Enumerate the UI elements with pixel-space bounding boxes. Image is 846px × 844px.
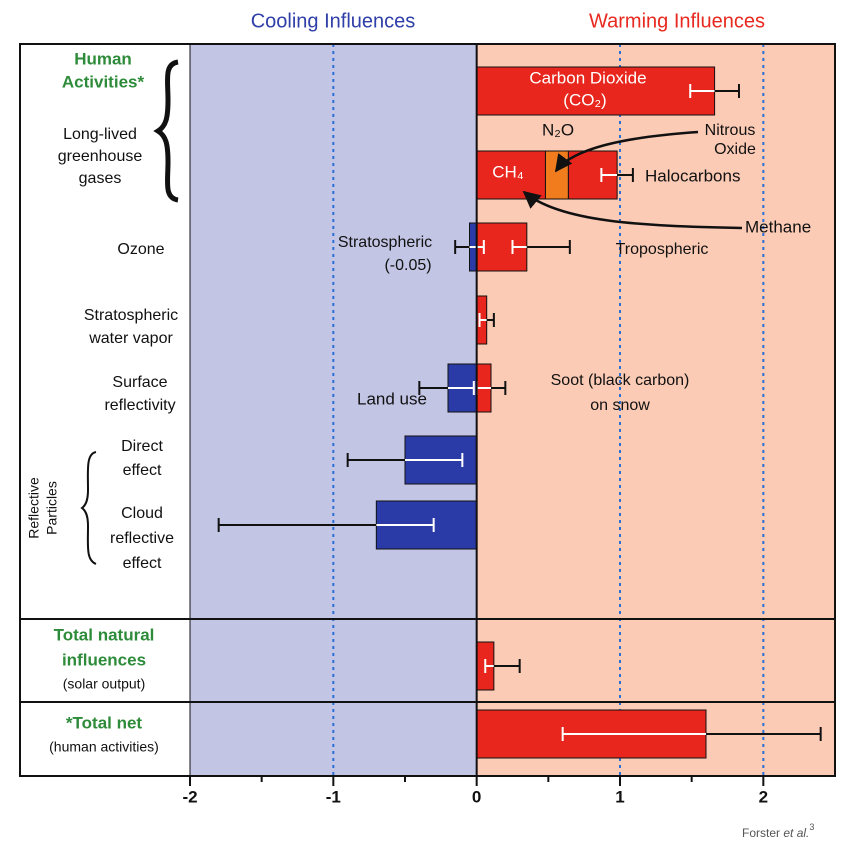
annotation: Land use <box>357 389 427 408</box>
annotation: Nitrous <box>705 122 756 139</box>
row-label: *Total net <box>66 713 143 732</box>
row-label: influences <box>62 650 146 669</box>
source: Forster et al.3 <box>742 822 814 840</box>
annotation: Oxide <box>714 141 756 158</box>
row-sublabel: (solar output) <box>63 676 145 692</box>
row-label: reflective <box>110 530 174 547</box>
row-label: effect <box>123 555 162 572</box>
annotation: CH₄ <box>492 162 524 181</box>
source-author: Forster <box>742 826 780 840</box>
annotation: Methane <box>745 217 811 236</box>
cooling-title: Cooling Influences <box>251 10 416 32</box>
x-tick-label: -2 <box>182 787 197 806</box>
group-label: gases <box>79 170 122 187</box>
row-label: Stratospheric <box>84 307 178 324</box>
row-label: Ozone <box>117 241 164 258</box>
group-label: Reflective <box>26 477 42 539</box>
annotation: Soot (black carbon) <box>551 372 690 389</box>
bar <box>544 150 569 200</box>
annotation: on snow <box>590 397 650 414</box>
row-label: reflectivity <box>104 397 175 414</box>
x-tick-label: 0 <box>472 787 481 806</box>
x-tick-label: 2 <box>759 787 768 806</box>
label-layer: Cooling Influences Warming Influences Hu… <box>26 10 815 840</box>
group-label: greenhouse <box>58 148 143 165</box>
row-label: Cloud <box>121 505 163 522</box>
group-label: Long-lived <box>63 126 137 143</box>
annotation: (-0.05) <box>384 257 431 274</box>
annotation: Tropospheric <box>616 241 709 258</box>
arrow <box>522 190 743 230</box>
x-tick-label: -1 <box>326 787 341 806</box>
group-label: Activities* <box>62 72 145 91</box>
annotation: Halocarbons <box>645 166 740 185</box>
annotation: (CO₂) <box>563 90 606 109</box>
source-ref: 3 <box>809 822 814 832</box>
row-label: Surface <box>112 374 167 391</box>
brace <box>80 451 97 565</box>
x-tick-label: 1 <box>615 787 624 806</box>
row-label: Total natural <box>54 625 155 644</box>
warming-title: Warming Influences <box>589 10 765 32</box>
group-label: Human <box>74 49 132 68</box>
group-label: Particles <box>44 481 60 535</box>
row-label: water vapor <box>88 330 173 347</box>
plot-layer: -2 -1 0 1 2 <box>19 43 836 806</box>
row-sublabel: (human activities) <box>49 739 159 755</box>
source-etal: et al. <box>783 826 809 840</box>
annotation: Stratospheric <box>338 234 432 251</box>
annotation: N₂O <box>542 120 574 139</box>
row-label: Direct <box>121 438 163 455</box>
annotation: Carbon Dioxide <box>529 68 646 87</box>
frame <box>19 43 836 777</box>
arrow <box>554 130 699 173</box>
row-label: effect <box>123 462 162 479</box>
brace <box>153 59 179 203</box>
